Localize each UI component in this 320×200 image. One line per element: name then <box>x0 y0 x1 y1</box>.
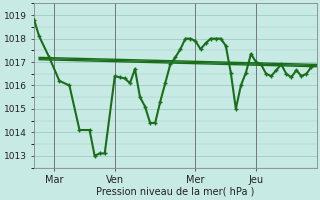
X-axis label: Pression niveau de la mer( hPa ): Pression niveau de la mer( hPa ) <box>96 187 254 197</box>
